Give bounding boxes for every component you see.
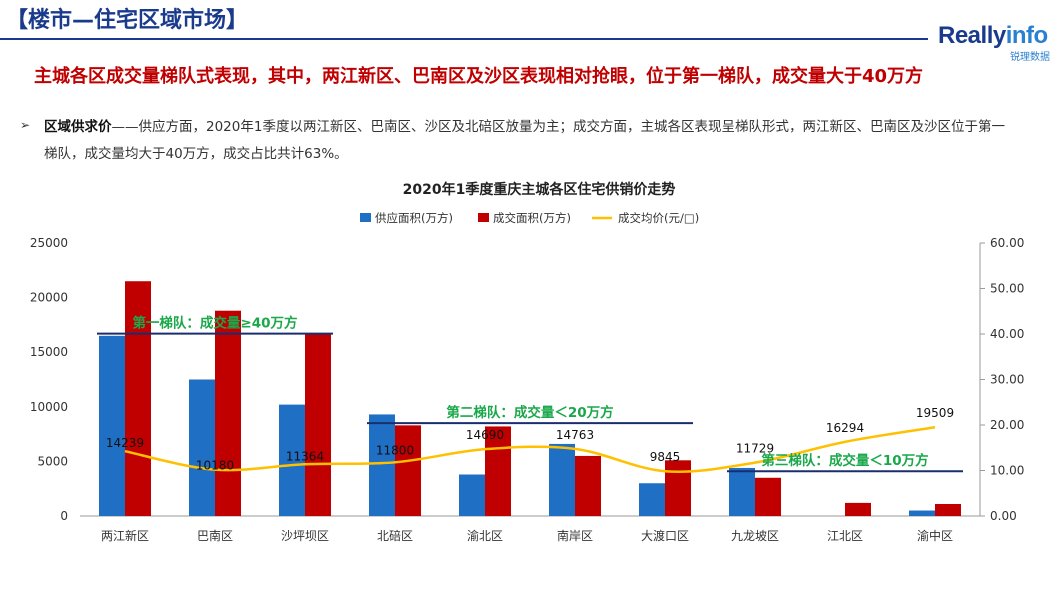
price-line-path [124, 426, 936, 473]
logo-word-accent: info [1005, 22, 1048, 49]
logo-word-main: Really [938, 22, 1006, 49]
x-category-label: 渝北区 [467, 528, 503, 543]
supply-sales-price-chart: 2020年1季度重庆主城各区住宅供销价走势 供应面积(万方) 成交面积(万方) 成交… [30, 181, 1025, 543]
x-category-label: 大渡口区 [641, 528, 689, 543]
bar-deal [305, 333, 331, 516]
legend-label-0: 供应面积(万方) [375, 211, 453, 225]
price-data-label: 14690 [466, 428, 504, 442]
price-data-label: 9845 [650, 450, 681, 464]
bar-deal [395, 425, 421, 516]
y-left-tick-label: 5000 [37, 454, 68, 468]
price-data-label: 10180 [196, 459, 234, 473]
summary-paragraph: 区域供求价——供应方面，2020年1季度以两江新区、巴南区、沙区及北碚区放量为主… [44, 114, 1014, 168]
logo-subtitle: 锐理数据 [1010, 52, 1050, 63]
bar-deal [755, 477, 781, 516]
y-right-tick-label: 20.00 [990, 418, 1024, 432]
y-right-tick-label: 10.00 [990, 464, 1024, 478]
bar-deal [485, 426, 511, 516]
summary-label: 区域供求价 [44, 119, 112, 135]
chart-title: 2020年1季度重庆主城各区住宅供销价走势 [403, 181, 676, 198]
tier-label-2: 第二梯队：成交量＜20万方 [446, 404, 613, 421]
bar-deal [215, 310, 241, 516]
bar-deal [125, 281, 151, 516]
chart-legend: 供应面积(万方) 成交面积(万方) 成交均价(元/□) [360, 211, 699, 225]
bullet-arrow-icon: ➢ [20, 118, 31, 132]
x-category-label: 两江新区 [101, 528, 149, 543]
bar-deal [935, 503, 961, 516]
x-category-label: 南岸区 [557, 528, 593, 543]
bar-deal [665, 460, 691, 516]
bar-supply [639, 483, 665, 516]
chart-price-line: 14239 10180 11364 11800 14690 14763 9845 11729 1… [106, 406, 954, 473]
y-right-tick-label: 60.00 [990, 236, 1024, 250]
y-right-tick-label: 50.00 [990, 282, 1024, 296]
bar-supply [369, 414, 395, 516]
legend-swatch-1 [478, 213, 489, 222]
x-category-label: 北碚区 [377, 528, 413, 543]
brand-logo: Reallyinfo 锐理数据 [938, 18, 1058, 63]
legend-swatch-0 [360, 213, 371, 222]
tier-label-1: 第一梯队：成交量≥40万方 [132, 315, 297, 332]
y-right-tick-label: 40.00 [990, 327, 1024, 341]
legend-label-2: 成交均价(元/□) [618, 211, 699, 225]
x-category-label: 渝中区 [917, 528, 953, 543]
y-right-tick-label: 0.00 [990, 509, 1017, 523]
x-category-label: 九龙坡区 [731, 529, 779, 543]
logo-wordmark: Reallyinfo [938, 22, 1048, 50]
bar-supply [99, 335, 125, 516]
bar-supply [909, 510, 935, 516]
y-right-tick-label: 30.00 [990, 373, 1024, 387]
price-data-label: 14763 [556, 428, 594, 442]
y-left-tick-label: 25000 [30, 236, 68, 250]
page-title: 【楼市—住宅区域市场】 [6, 8, 249, 33]
bar-supply [459, 474, 485, 516]
price-data-label: 19509 [916, 406, 954, 420]
price-data-label: 11800 [376, 443, 414, 457]
x-category-label: 沙坪坝区 [281, 529, 329, 543]
y-left-tick-label: 20000 [30, 291, 68, 305]
y-left-tick-label: 10000 [30, 400, 68, 414]
header-divider [0, 38, 928, 40]
chart-bars [99, 281, 961, 516]
headline: 主城各区成交量梯队式表现，其中，两江新区、巴南区及沙区表现相对抢眼，位于第一梯队… [34, 66, 924, 87]
price-data-label: 16294 [826, 421, 864, 435]
bar-deal [845, 502, 871, 516]
y-left-tick-label: 15000 [30, 345, 68, 359]
price-data-label: 14239 [106, 436, 144, 450]
bar-supply [549, 443, 575, 516]
legend-label-1: 成交面积(万方) [493, 211, 571, 225]
chart-axes: 0 5000 10000 15000 20000 25000 0.00 10.00 20.00 3… [30, 236, 1025, 543]
x-category-label: 江北区 [827, 529, 863, 543]
y-left-tick-label: 0 [60, 509, 68, 523]
price-data-label: 11729 [736, 442, 774, 456]
x-category-label: 巴南区 [197, 528, 233, 543]
summary-text: ——供应方面，2020年1季度以两江新区、巴南区、沙区及北碚区放量为主；成交方面… [44, 119, 1005, 162]
bar-supply [729, 467, 755, 516]
tier-label-3: 第三梯队：成交量＜10万方 [761, 452, 928, 469]
price-data-label: 11364 [286, 449, 324, 463]
bar-supply [189, 379, 215, 516]
bar-deal [575, 455, 601, 516]
bar-supply [279, 404, 305, 516]
